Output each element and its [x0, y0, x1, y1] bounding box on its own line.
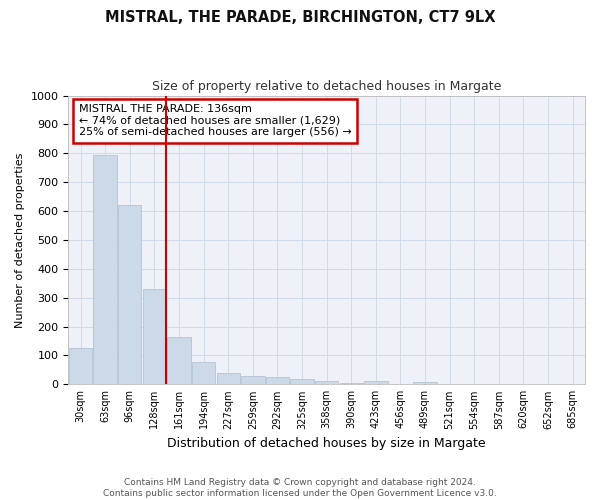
Bar: [167, 337, 191, 384]
Bar: [340, 383, 363, 384]
Text: MISTRAL THE PARADE: 136sqm
← 74% of detached houses are smaller (1,629)
25% of s: MISTRAL THE PARADE: 136sqm ← 74% of deta…: [79, 104, 352, 138]
X-axis label: Distribution of detached houses by size in Margate: Distribution of detached houses by size …: [167, 437, 486, 450]
Text: MISTRAL, THE PARADE, BIRCHINGTON, CT7 9LX: MISTRAL, THE PARADE, BIRCHINGTON, CT7 9L…: [105, 10, 495, 25]
Bar: [413, 382, 437, 384]
Bar: [143, 289, 166, 384]
Text: Contains HM Land Registry data © Crown copyright and database right 2024.
Contai: Contains HM Land Registry data © Crown c…: [103, 478, 497, 498]
Bar: [364, 382, 388, 384]
Bar: [290, 379, 314, 384]
Bar: [69, 348, 92, 385]
Bar: [217, 373, 240, 384]
Bar: [192, 362, 215, 384]
Bar: [118, 206, 142, 384]
Bar: [241, 376, 265, 384]
Bar: [266, 376, 289, 384]
Bar: [94, 154, 117, 384]
Title: Size of property relative to detached houses in Margate: Size of property relative to detached ho…: [152, 80, 502, 93]
Bar: [315, 380, 338, 384]
Y-axis label: Number of detached properties: Number of detached properties: [15, 152, 25, 328]
